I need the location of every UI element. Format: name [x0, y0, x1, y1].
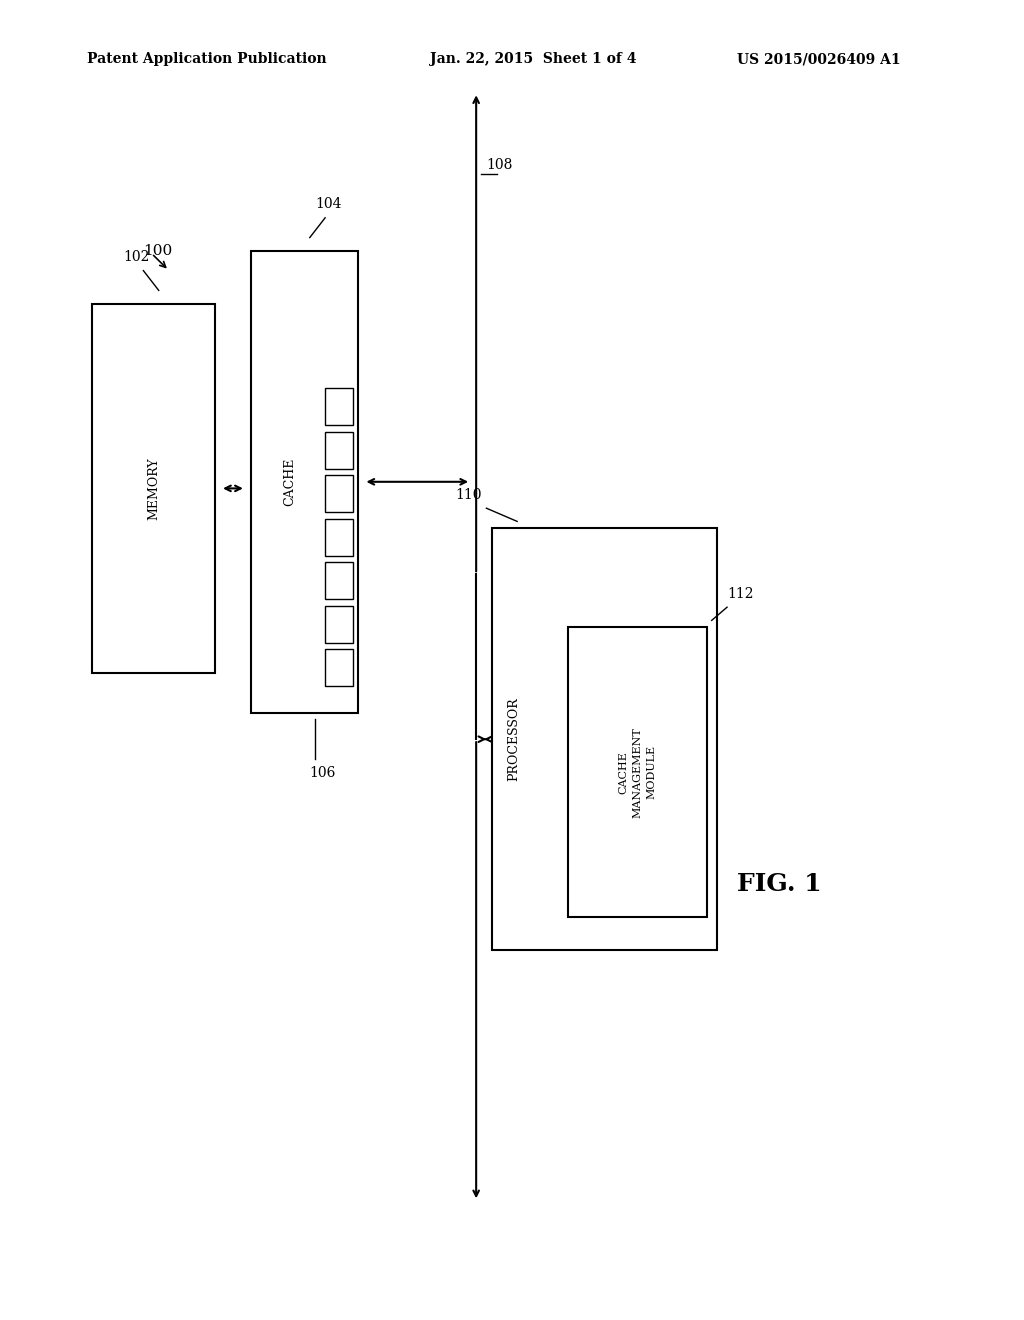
Text: Jan. 22, 2015  Sheet 1 of 4: Jan. 22, 2015 Sheet 1 of 4 [430, 53, 637, 66]
Text: 108: 108 [486, 158, 513, 172]
FancyBboxPatch shape [325, 475, 353, 512]
Text: Patent Application Publication: Patent Application Publication [87, 53, 327, 66]
FancyBboxPatch shape [325, 649, 353, 686]
FancyBboxPatch shape [568, 627, 707, 917]
Text: CACHE: CACHE [283, 458, 296, 506]
Text: 110: 110 [456, 487, 482, 502]
FancyBboxPatch shape [325, 606, 353, 643]
Text: FIG. 1: FIG. 1 [737, 873, 822, 896]
Text: 106: 106 [309, 766, 336, 780]
FancyBboxPatch shape [325, 432, 353, 469]
Text: CACHE
MANAGEMENT
MODULE: CACHE MANAGEMENT MODULE [618, 727, 656, 817]
FancyBboxPatch shape [325, 519, 353, 556]
Text: 102: 102 [123, 249, 150, 264]
FancyBboxPatch shape [92, 304, 215, 673]
FancyBboxPatch shape [325, 562, 353, 599]
FancyBboxPatch shape [325, 388, 353, 425]
Text: PROCESSOR: PROCESSOR [508, 697, 520, 781]
Text: 100: 100 [143, 244, 173, 257]
Text: US 2015/0026409 A1: US 2015/0026409 A1 [737, 53, 901, 66]
Text: 112: 112 [727, 586, 754, 601]
FancyBboxPatch shape [251, 251, 358, 713]
FancyBboxPatch shape [492, 528, 717, 950]
Text: 104: 104 [315, 197, 341, 211]
Text: MEMORY: MEMORY [147, 457, 160, 520]
